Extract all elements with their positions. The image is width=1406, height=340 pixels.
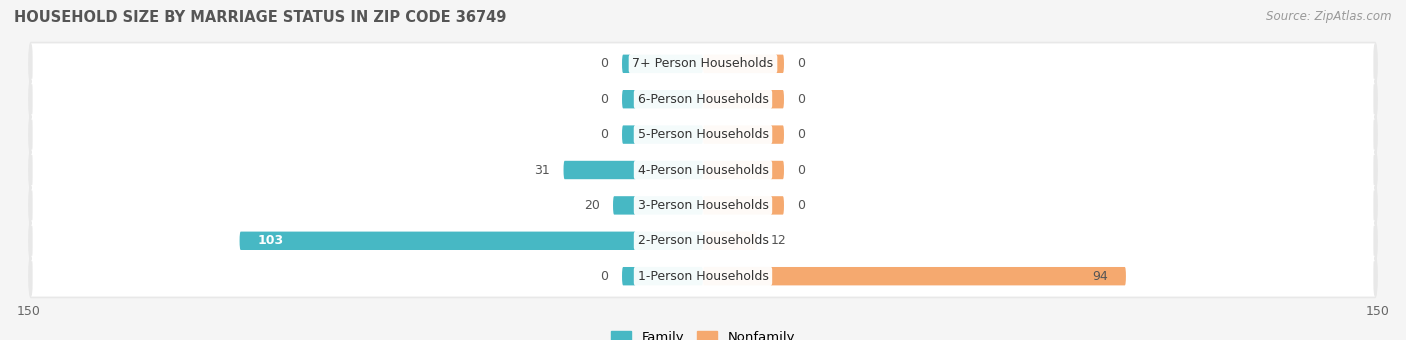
Text: HOUSEHOLD SIZE BY MARRIAGE STATUS IN ZIP CODE 36749: HOUSEHOLD SIZE BY MARRIAGE STATUS IN ZIP… (14, 10, 506, 25)
FancyBboxPatch shape (31, 185, 1375, 226)
FancyBboxPatch shape (613, 196, 703, 215)
Text: 103: 103 (257, 234, 284, 247)
FancyBboxPatch shape (703, 90, 785, 108)
FancyBboxPatch shape (703, 55, 785, 73)
FancyBboxPatch shape (564, 161, 703, 179)
Text: Source: ZipAtlas.com: Source: ZipAtlas.com (1267, 10, 1392, 23)
FancyBboxPatch shape (28, 183, 1378, 227)
FancyBboxPatch shape (31, 44, 1375, 84)
FancyBboxPatch shape (31, 79, 1375, 120)
Text: 7+ Person Households: 7+ Person Households (633, 57, 773, 70)
FancyBboxPatch shape (31, 220, 1375, 261)
FancyBboxPatch shape (621, 267, 703, 285)
Legend: Family, Nonfamily: Family, Nonfamily (606, 325, 800, 340)
FancyBboxPatch shape (621, 125, 703, 144)
Text: 6-Person Households: 6-Person Households (637, 93, 769, 106)
FancyBboxPatch shape (703, 125, 785, 144)
Text: 2-Person Households: 2-Person Households (637, 234, 769, 247)
FancyBboxPatch shape (28, 254, 1378, 298)
FancyBboxPatch shape (31, 256, 1375, 296)
Text: 0: 0 (797, 164, 806, 176)
Text: 0: 0 (600, 93, 609, 106)
Text: 0: 0 (797, 57, 806, 70)
FancyBboxPatch shape (621, 55, 703, 73)
FancyBboxPatch shape (703, 161, 785, 179)
FancyBboxPatch shape (703, 267, 1126, 285)
FancyBboxPatch shape (703, 196, 785, 215)
Text: 94: 94 (1092, 270, 1108, 283)
Text: 0: 0 (797, 93, 806, 106)
Text: 0: 0 (797, 199, 806, 212)
FancyBboxPatch shape (31, 150, 1375, 190)
FancyBboxPatch shape (239, 232, 703, 250)
FancyBboxPatch shape (28, 42, 1378, 86)
Text: 0: 0 (797, 128, 806, 141)
Text: 12: 12 (770, 234, 786, 247)
Text: 20: 20 (583, 199, 599, 212)
FancyBboxPatch shape (28, 113, 1378, 157)
FancyBboxPatch shape (28, 219, 1378, 263)
Text: 0: 0 (600, 270, 609, 283)
FancyBboxPatch shape (703, 232, 756, 250)
Text: 0: 0 (600, 128, 609, 141)
FancyBboxPatch shape (28, 148, 1378, 192)
Text: 1-Person Households: 1-Person Households (637, 270, 769, 283)
Text: 0: 0 (600, 57, 609, 70)
Text: 5-Person Households: 5-Person Households (637, 128, 769, 141)
Text: 4-Person Households: 4-Person Households (637, 164, 769, 176)
FancyBboxPatch shape (31, 114, 1375, 155)
FancyBboxPatch shape (28, 77, 1378, 121)
Text: 3-Person Households: 3-Person Households (637, 199, 769, 212)
FancyBboxPatch shape (621, 90, 703, 108)
Text: 31: 31 (534, 164, 550, 176)
